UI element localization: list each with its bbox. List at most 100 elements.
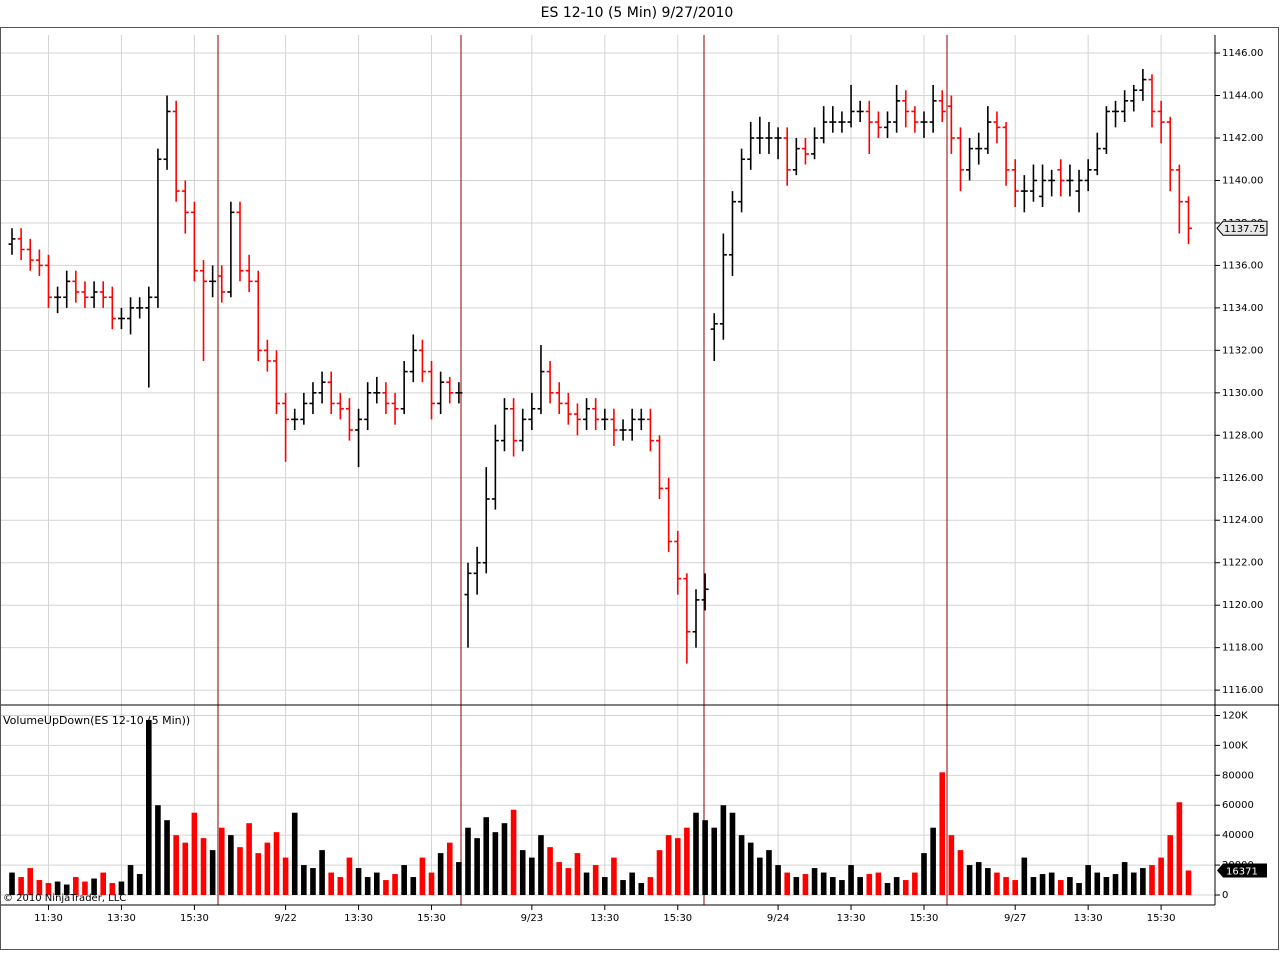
- x-tick-label: 13:30: [107, 913, 136, 924]
- volume-bar: [893, 877, 900, 895]
- volume-bar: [392, 874, 398, 895]
- volume-bar: [228, 835, 234, 895]
- volume-bar: [647, 877, 654, 895]
- volume-bar: [173, 835, 179, 895]
- volume-bar: [1058, 880, 1064, 895]
- volume-bar: [291, 812, 298, 895]
- volume-bar: [273, 832, 280, 895]
- volume-bar: [1021, 857, 1028, 895]
- volume-bar: [155, 805, 161, 895]
- volume-bar: [583, 872, 590, 895]
- volume-bar: [364, 877, 371, 895]
- y-tick-label: 100K: [1222, 740, 1248, 751]
- volume-bar: [592, 865, 599, 895]
- volume-bar: [428, 872, 435, 895]
- volume-bar: [693, 812, 699, 895]
- volume-bar: [109, 883, 116, 895]
- volume-bar: [501, 823, 508, 895]
- volume-bar: [419, 857, 426, 895]
- y-tick-label: 80000: [1222, 770, 1254, 781]
- volume-bar: [975, 862, 982, 895]
- volume-bar: [146, 719, 152, 895]
- volume-bar: [237, 847, 243, 895]
- volume-bar: [401, 865, 407, 895]
- volume-bar: [301, 865, 307, 895]
- volume-bar: [510, 809, 517, 895]
- volume-bar: [529, 857, 535, 895]
- y-tick-label: 1124.00: [1222, 515, 1263, 526]
- volume-bar: [839, 880, 845, 895]
- volume-bar: [1039, 874, 1046, 895]
- volume-bar: [383, 880, 389, 895]
- volume-bar: [446, 842, 453, 895]
- volume-bar: [209, 850, 216, 895]
- volume-bar: [54, 881, 61, 895]
- volume-bar: [793, 877, 800, 895]
- volume-bar: [802, 874, 809, 895]
- y-tick-label: 1128.00: [1222, 430, 1263, 441]
- volume-bar: [328, 872, 334, 895]
- volume-bar: [875, 872, 882, 895]
- volume-bar: [966, 865, 973, 895]
- volume-bar: [1103, 877, 1110, 895]
- volume-bar: [620, 880, 626, 895]
- volume-bar: [1149, 865, 1155, 895]
- x-tick-label: 9/27: [1004, 913, 1026, 924]
- x-tick-label: 15:30: [663, 913, 692, 924]
- volume-bar: [1176, 802, 1183, 895]
- volume-bar: [820, 872, 827, 895]
- volume-bar: [811, 868, 818, 895]
- volume-bar: [729, 812, 736, 895]
- x-tick-label: 11:30: [34, 913, 63, 924]
- volume-bar: [136, 874, 143, 895]
- last-volume-box: [1217, 863, 1267, 878]
- x-tick-label: 15:30: [1147, 913, 1176, 924]
- volume-bar: [18, 877, 24, 895]
- x-tick-label: 9/23: [521, 913, 543, 924]
- volume-bar: [1112, 874, 1119, 895]
- y-tick-label: 1132.00: [1222, 345, 1263, 356]
- volume-bar: [1130, 872, 1137, 895]
- volume-bar: [775, 865, 781, 895]
- volume-bar: [255, 853, 262, 895]
- volume-bar: [82, 881, 88, 895]
- last-price-label: 1137.75: [1224, 224, 1265, 235]
- volume-bar: [538, 835, 544, 895]
- volume-bar: [574, 853, 581, 895]
- volume-bar: [985, 868, 991, 895]
- volume-bar: [994, 872, 1000, 895]
- volume-bar: [1121, 862, 1128, 895]
- volume-bar: [45, 883, 52, 895]
- y-tick-label: 40000: [1222, 830, 1254, 841]
- volume-bar: [456, 862, 462, 895]
- volume-bar: [912, 872, 918, 895]
- y-tick-label: 1118.00: [1222, 643, 1263, 654]
- volume-bar: [164, 820, 170, 895]
- volume-bar: [1048, 872, 1055, 895]
- volume-bar: [902, 880, 909, 895]
- volume-bar: [182, 842, 189, 895]
- x-tick-label: 13:30: [837, 913, 866, 924]
- y-tick-label: 1120.00: [1222, 600, 1263, 611]
- y-tick-label: 1136.00: [1222, 260, 1263, 271]
- x-tick-label: 9/22: [274, 913, 296, 924]
- volume-bar: [702, 820, 708, 895]
- volume-bar: [200, 838, 207, 895]
- y-tick-label: 120K: [1222, 710, 1248, 721]
- x-tick-label: 13:30: [1074, 913, 1103, 924]
- volume-bar: [1158, 857, 1164, 895]
- volume-bar: [191, 812, 198, 895]
- volume-bar: [656, 850, 663, 895]
- y-tick-label: 1116.00: [1222, 685, 1263, 696]
- volume-bar: [1085, 865, 1091, 895]
- volume-bar: [1076, 883, 1082, 895]
- volume-bar: [1140, 868, 1146, 895]
- volume-bar: [766, 850, 772, 895]
- volume-bar: [63, 884, 70, 895]
- volume-bar: [665, 835, 672, 895]
- x-tick-label: 15:30: [417, 913, 446, 924]
- volume-bar: [374, 872, 380, 895]
- chart-frame: [0, 27, 1279, 950]
- volume-bar: [1167, 835, 1174, 895]
